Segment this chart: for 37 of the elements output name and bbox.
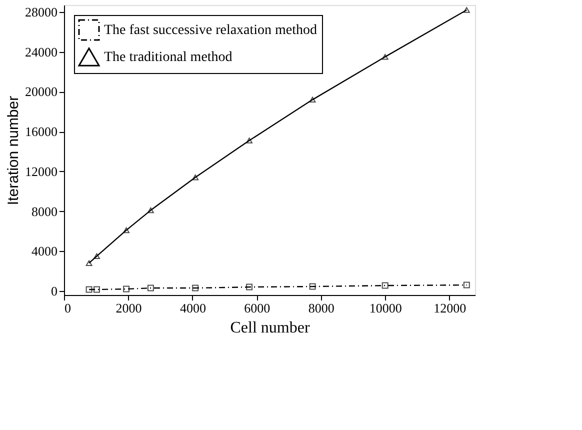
point [147, 284, 154, 292]
point [94, 253, 100, 260]
point [309, 96, 316, 103]
point [463, 7, 470, 13]
y-axis-title: Iteration number [5, 96, 22, 206]
point [246, 284, 253, 290]
x-axis-title: Cell number [230, 320, 310, 336]
point [147, 207, 154, 214]
y-tick-label: 16000 [25, 124, 58, 140]
point [192, 174, 199, 180]
y-tick-label: 28000 [25, 4, 58, 20]
point [86, 260, 92, 266]
x-tick-label: 4000 [180, 300, 206, 316]
x-tick-label: 6000 [244, 300, 270, 316]
x-tick-label: 2000 [116, 300, 142, 316]
point [94, 286, 100, 293]
point [123, 227, 130, 234]
x-tick-label: 8000 [308, 300, 334, 316]
point [382, 282, 388, 289]
legend-label: The traditional method [104, 50, 232, 65]
point [123, 286, 130, 292]
point [246, 138, 253, 144]
y-tick-label: 4000 [32, 244, 58, 259]
y-tick-label: 20000 [25, 84, 58, 100]
y-tick-label: 8000 [32, 204, 58, 219]
point [463, 282, 470, 288]
point [382, 54, 388, 60]
y-tick-label: 0 [51, 284, 58, 299]
y-tick-label: 12000 [25, 164, 58, 179]
x-tick-label: 0 [64, 300, 71, 316]
y-tick-label: 24000 [25, 44, 58, 60]
point [309, 283, 316, 290]
legend-label: The fast successive relaxation method [104, 23, 318, 38]
point [192, 284, 199, 292]
point [86, 286, 92, 293]
x-tick-label: 10000 [369, 300, 402, 316]
x-tick-label: 12000 [434, 300, 466, 316]
